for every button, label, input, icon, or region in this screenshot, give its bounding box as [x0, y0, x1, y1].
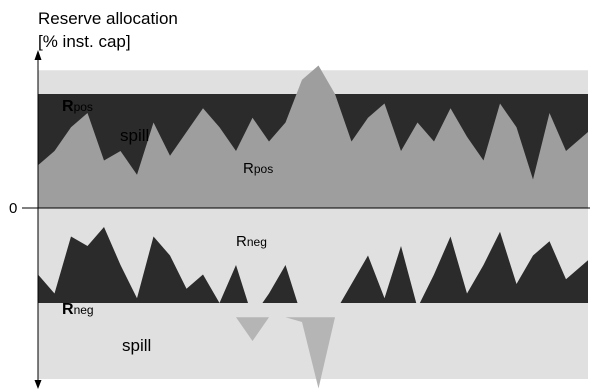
y-axis-arrow-down	[34, 380, 42, 389]
zero-tick-label: 0	[9, 200, 17, 217]
annotation-spill-top: spill	[120, 126, 149, 145]
reserve-profiles	[38, 65, 588, 389]
rpos-profile-area	[38, 65, 588, 208]
y-axis-arrow-up	[34, 50, 42, 60]
rneg-spike-area	[38, 317, 588, 389]
annotation-rneg-bottom: Rneg	[62, 301, 94, 318]
rneg-profile-area	[38, 208, 588, 318]
annotation-rpos-top: Rpos	[62, 98, 93, 115]
y-axis-label-line1: Reserve allocation	[38, 9, 178, 28]
annotation-rneg-mid: Rneg	[236, 233, 267, 250]
axes	[22, 50, 590, 389]
y-axis-label-line2: [% inst. cap]	[38, 32, 131, 51]
annotation-spill-bottom: spill	[122, 336, 151, 355]
annotations: Rpos spill Rpos Rneg Rneg spill	[62, 98, 273, 355]
annotation-rpos-mid: Rpos	[243, 160, 273, 177]
